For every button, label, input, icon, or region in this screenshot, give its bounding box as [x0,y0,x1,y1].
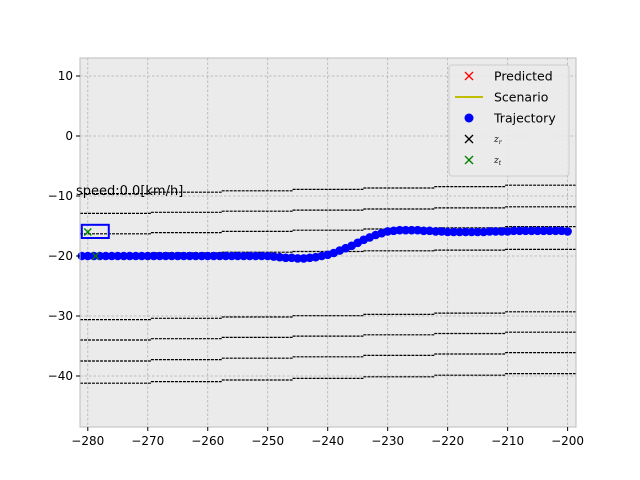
trajectory-point [179,251,189,261]
trajectory-point [431,227,440,236]
trajectory-point [125,251,135,261]
x-axis-ticks: −280 −270 −260 −250 −240 −230 −220 −210 −200 [71,427,584,448]
trajectory-point [533,226,542,236]
trajectory-point [89,251,99,261]
y-tick-label: 10 [58,69,73,83]
trajectory-point [137,251,147,261]
trajectory-point [515,226,524,236]
trajectory-point [233,251,243,261]
trajectory-point [485,227,494,236]
speed-annotation: speed:0.0[km/h] [76,184,183,199]
legend-marker-x [464,71,474,81]
trajectory-point [281,253,291,263]
trajectory-point [173,251,183,261]
trajectory-point [149,251,159,261]
trajectory-point [527,226,536,236]
legend: Predicted Scenario Trajectory zr zt [448,64,570,177]
legend-label: Trajectory [493,111,556,126]
y-tick-label: 0 [65,129,73,143]
x-tick-label: −270 [131,434,164,448]
z-t-marker-stroke [83,228,92,236]
trajectory-point [497,227,506,236]
vehicle-box [80,223,110,240]
trajectory-point [563,227,572,236]
y-tick-label: −40 [48,369,73,383]
trajectory-point [167,251,177,261]
trajectory-point [101,251,111,261]
y-tick-label: −30 [48,309,73,323]
trajectory-point [161,251,171,261]
trajectory-point [227,251,237,261]
trajectory-point [155,251,165,261]
y-axis-ticks: −40 −30 −20 −10 0 10 [48,69,80,383]
y-tick-label: −20 [48,249,73,263]
trajectory-point [401,225,410,235]
trajectory-point [539,226,548,236]
legend-item: zr [464,134,503,146]
trajectory-point [293,254,303,263]
trajectory-point [509,226,518,236]
trajectory-point [221,251,231,261]
trajectory-point [197,251,207,261]
x-tick-label: −220 [431,434,464,448]
legend-marker-x [464,134,474,144]
legend-label: zr [493,135,503,146]
x-tick-label: −200 [551,434,584,448]
trajectory-point [449,227,458,237]
trajectory-point [419,226,428,236]
legend-item: Scenario [455,90,548,105]
trajectory-point [521,226,530,236]
z-t-marker [83,228,92,236]
trajectory-point [257,251,267,261]
trajectory-series [77,225,572,263]
legend-label-subscript: r [499,139,503,146]
trajectory-point [119,251,129,261]
trajectory-point [107,251,117,261]
legend-label: Predicted [494,69,553,84]
trajectory-point [443,227,452,237]
legend-marker-x [464,155,474,165]
trajectory-point [461,227,470,237]
x-tick-label: −240 [311,434,344,448]
legend-item: Predicted [464,69,553,84]
trajectory-point [83,251,93,261]
x-tick-label: −260 [191,434,224,448]
trajectory-point [551,226,560,236]
legend-label-subscript: t [499,160,502,167]
vehicle-rect [80,223,110,240]
z-t-markers [83,228,100,260]
trajectory-point [113,251,123,261]
legend-item: zt [464,155,502,167]
trajectory-point [251,251,261,261]
trajectory-point [191,251,201,261]
legend-label: Scenario [494,90,548,105]
z-t-marker [91,252,100,260]
trajectory-point [395,225,404,235]
trajectory-point [143,251,153,261]
trajectory-point [215,251,225,261]
trajectory-point [473,227,482,237]
trajectory-point [203,251,213,261]
z-t-marker-stroke [91,252,100,260]
trajectory-point [239,251,249,261]
trajectory-point [455,227,464,237]
trajectory-point [545,226,554,236]
trajectory-point [185,251,195,261]
trajectory-point [245,251,255,261]
x-tick-label: −250 [251,434,284,448]
trajectory-point [407,225,416,235]
trajectory-point [131,251,141,261]
x-tick-label: −280 [71,434,104,448]
y-tick-label: −10 [48,189,73,203]
legend-item: Trajectory [464,111,556,126]
legend-box [448,64,570,177]
trajectory-point [209,251,219,261]
x-tick-label: −230 [371,434,404,448]
trajectory-point [467,227,476,237]
legend-label: zt [493,156,502,167]
x-tick-label: −210 [491,434,524,448]
trajectory-point [491,227,500,236]
legend-dot [464,113,474,123]
